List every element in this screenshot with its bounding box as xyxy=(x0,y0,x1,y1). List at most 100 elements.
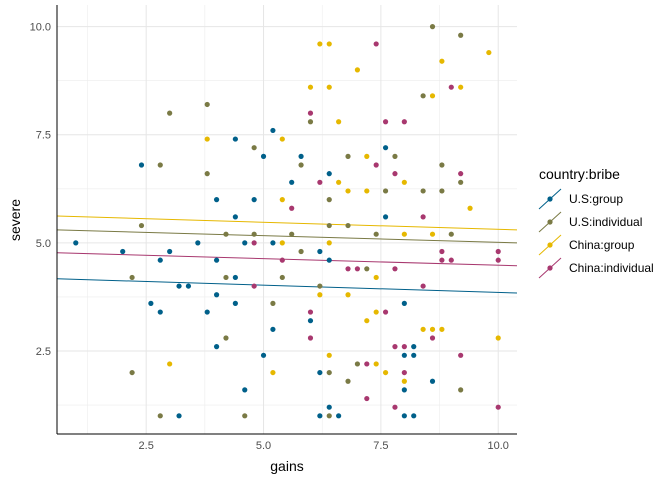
point-china-individual xyxy=(429,335,436,341)
point-u-s-individual xyxy=(298,248,304,255)
point-u-s-individual xyxy=(204,171,210,177)
point-u-s-individual xyxy=(345,222,351,229)
y-tick-label: 5.0 xyxy=(36,238,51,250)
point-china-group xyxy=(336,119,342,125)
point-u-s-group xyxy=(307,318,314,324)
legend-key-china-individual xyxy=(538,257,562,279)
point-u-s-group xyxy=(289,179,295,185)
legend-label-china-group: China:group xyxy=(569,238,635,252)
point-china-individual xyxy=(307,309,314,315)
point-china-group xyxy=(326,240,332,246)
point-u-s-group xyxy=(429,378,436,384)
x-tick-label: 7.5 xyxy=(373,440,388,452)
point-u-s-individual xyxy=(289,231,295,237)
point-u-s-group xyxy=(336,413,342,419)
point-china-individual xyxy=(279,257,285,263)
point-u-s-group xyxy=(213,197,220,203)
point-u-s-individual xyxy=(326,369,332,376)
point-u-s-individual xyxy=(345,378,351,384)
point-u-s-individual xyxy=(129,274,135,281)
point-china-group xyxy=(317,292,323,298)
point-china-individual xyxy=(392,171,398,177)
point-u-s-group xyxy=(317,248,323,255)
point-china-group xyxy=(167,361,173,367)
y-tick-label: 7.5 xyxy=(36,130,51,142)
point-u-s-group xyxy=(270,326,276,332)
point-china-group xyxy=(439,58,445,64)
point-china-group xyxy=(401,231,407,237)
point-u-s-individual xyxy=(458,387,464,393)
point-china-group xyxy=(364,153,370,159)
point-china-individual xyxy=(364,395,370,402)
point-u-s-individual xyxy=(429,24,436,30)
point-china-individual xyxy=(439,257,445,263)
fit-line-china-group xyxy=(56,215,518,231)
point-u-s-individual xyxy=(138,222,145,229)
point-china-individual xyxy=(420,283,426,289)
point-u-s-group xyxy=(138,162,145,168)
x-tick-label: 5.0 xyxy=(256,440,271,452)
point-china-group xyxy=(326,84,332,90)
legend-dot-u-s-group xyxy=(547,196,553,202)
point-china-group xyxy=(429,231,436,237)
x-tick-label: 2.5 xyxy=(139,440,154,452)
point-u-s-group xyxy=(213,344,220,350)
point-china-individual xyxy=(382,119,389,125)
x-tick-labels: 2.5 5.0 7.5 10.0 xyxy=(139,440,509,452)
point-u-s-group xyxy=(157,309,163,315)
point-u-s-group xyxy=(73,240,79,246)
point-china-group xyxy=(429,326,436,332)
point-china-group xyxy=(307,84,314,90)
point-china-group xyxy=(420,326,426,332)
point-china-individual xyxy=(251,240,257,246)
y-tick-label: 10.0 xyxy=(30,22,51,34)
point-china-group xyxy=(373,361,379,367)
point-u-s-individual xyxy=(270,300,276,306)
y-tick-label: 2.5 xyxy=(36,346,51,358)
point-china-individual xyxy=(373,162,379,168)
point-u-s-individual xyxy=(326,413,332,419)
point-u-s-group xyxy=(270,127,276,134)
legend-title: country:bribe xyxy=(539,166,620,182)
point-china-group xyxy=(401,179,407,185)
fit-lines xyxy=(56,215,518,294)
point-china-group xyxy=(429,93,436,99)
point-u-s-group xyxy=(260,153,267,159)
y-axis-title: severe xyxy=(7,199,23,241)
point-u-s-group xyxy=(232,136,238,142)
point-u-s-individual xyxy=(392,153,398,159)
point-china-individual xyxy=(345,266,351,272)
legend-key-u-s-individual xyxy=(538,211,562,233)
legend-key-u-s-group xyxy=(538,188,562,210)
point-china-individual xyxy=(420,214,426,220)
point-u-s-individual xyxy=(364,266,370,272)
point-china-individual xyxy=(382,309,389,315)
point-china-individual xyxy=(448,257,454,263)
legend: country:bribe U.S:group U.S:individual Chi… xyxy=(538,166,654,279)
point-u-s-group xyxy=(195,240,201,246)
point-u-s-individual xyxy=(298,162,304,168)
point-u-s-individual xyxy=(157,162,163,168)
point-china-individual xyxy=(401,344,407,350)
point-u-s-group xyxy=(185,283,192,289)
point-u-s-group xyxy=(401,413,407,419)
point-u-s-group xyxy=(326,257,332,263)
grid xyxy=(57,5,517,434)
point-china-group xyxy=(204,136,210,142)
point-u-s-group xyxy=(251,197,257,203)
y-tick-labels: 2.5 5.0 7.5 10.0 xyxy=(30,22,51,358)
point-u-s-group xyxy=(148,300,154,306)
point-u-s-individual xyxy=(382,188,389,194)
point-u-s-individual xyxy=(307,119,314,125)
point-china-individual xyxy=(392,404,398,410)
legend-dot-u-s-individual xyxy=(547,219,553,225)
point-u-s-group xyxy=(213,257,220,263)
point-u-s-individual xyxy=(223,231,229,237)
point-china-individual xyxy=(317,179,323,185)
point-u-s-individual xyxy=(345,153,351,159)
point-china-group xyxy=(373,274,379,281)
point-u-s-individual xyxy=(458,179,464,185)
point-u-s-individual xyxy=(354,361,361,367)
point-u-s-group xyxy=(232,300,238,306)
